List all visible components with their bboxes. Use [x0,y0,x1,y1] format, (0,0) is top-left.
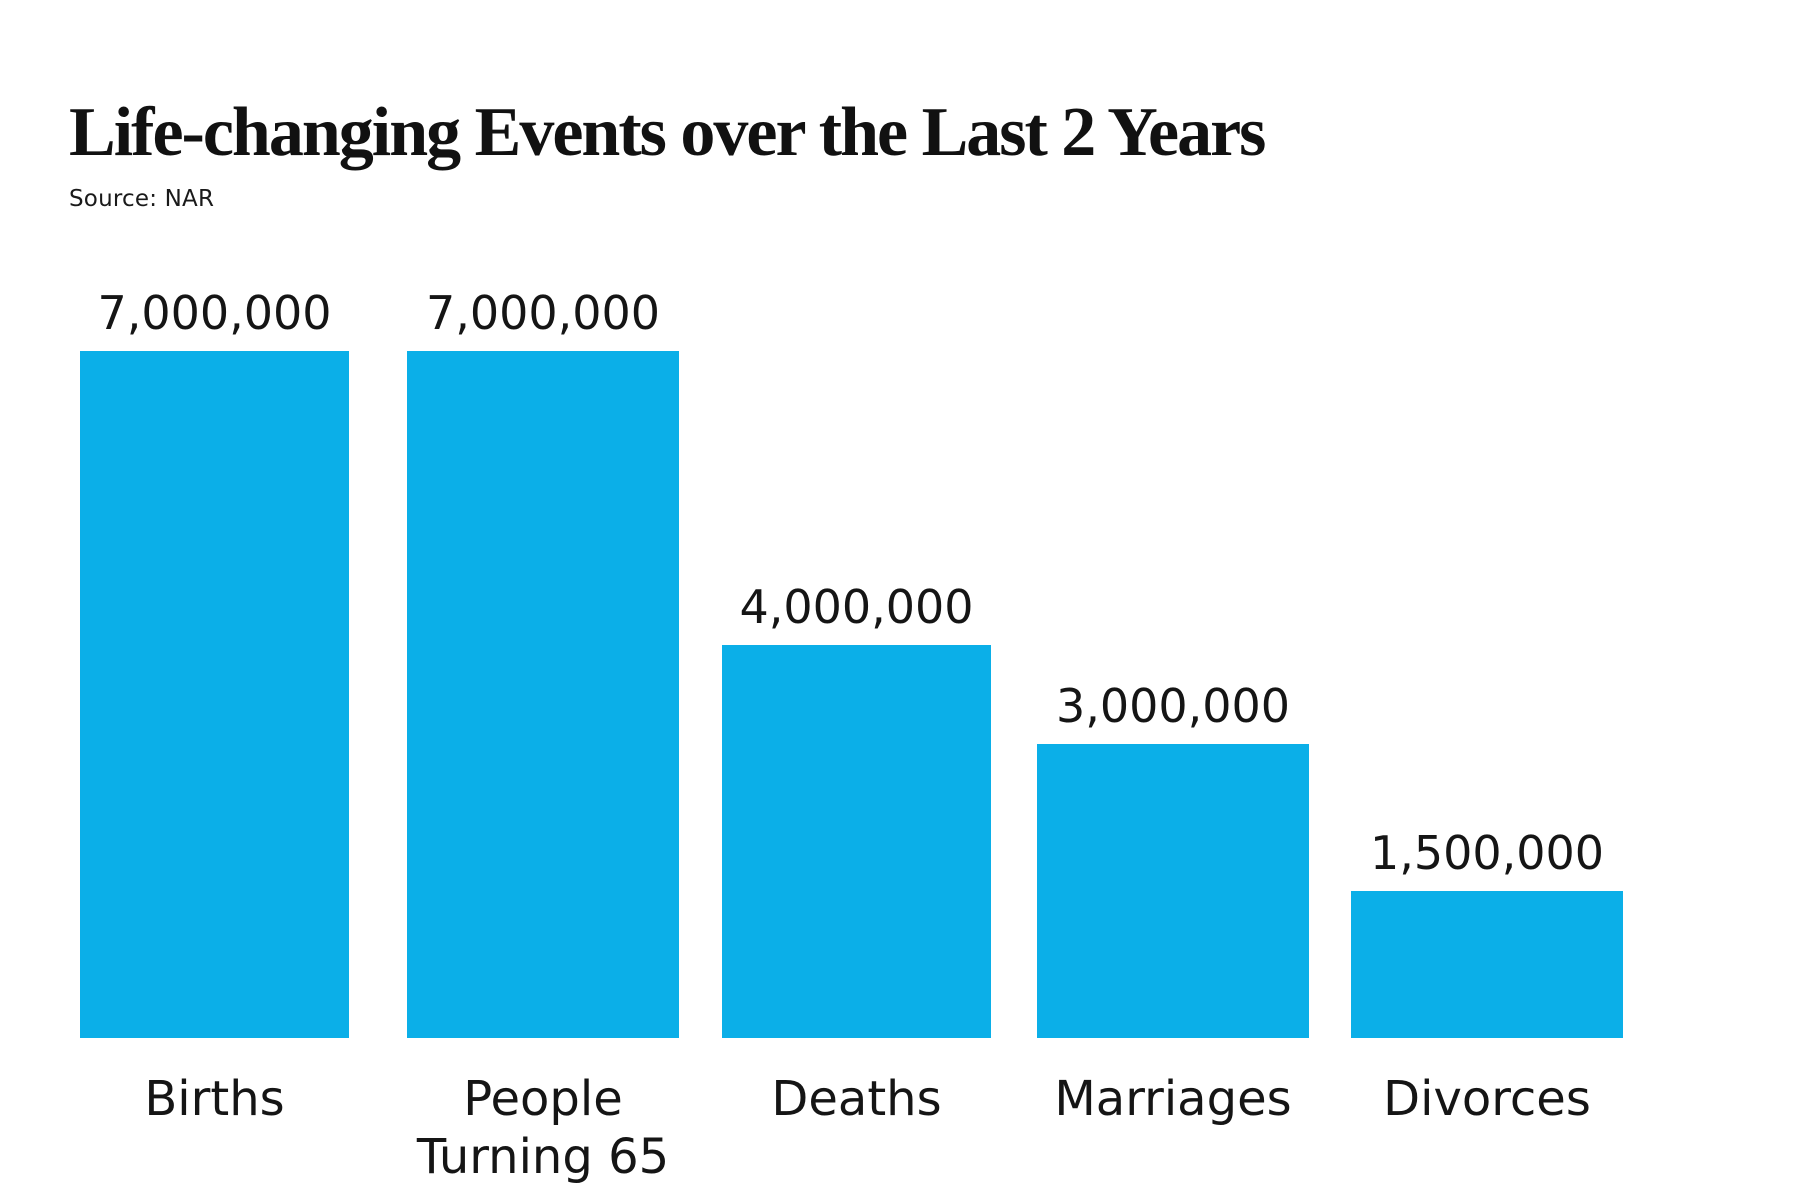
chart-header: Life-changing Events over the Last 2 Yea… [69,94,1266,212]
category-label-people-turning-65: People Turning 65 [416,1071,670,1185]
chart-title: Life-changing Events over the Last 2 Yea… [69,94,1266,171]
value-label-people-turning-65: 7,000,000 [425,286,661,340]
bar-marriages [1037,744,1309,1038]
value-label-deaths: 4,000,000 [739,580,974,634]
value-label-births: 7,000,000 [97,286,332,340]
category-label-births: Births [144,1071,285,1127]
chart-source: Source: NAR [69,185,215,212]
bar-births [80,351,349,1038]
category-label-deaths: Deaths [771,1071,942,1127]
value-label-marriages: 3,000,000 [1055,679,1291,733]
bar-divorces [1351,891,1623,1038]
bar-people-turning-65 [407,351,679,1038]
category-label-marriages: Marriages [1054,1071,1292,1127]
bar-deaths [722,645,991,1038]
category-label-divorces: Divorces [1383,1071,1591,1127]
value-label-divorces: 1,500,000 [1369,826,1605,880]
